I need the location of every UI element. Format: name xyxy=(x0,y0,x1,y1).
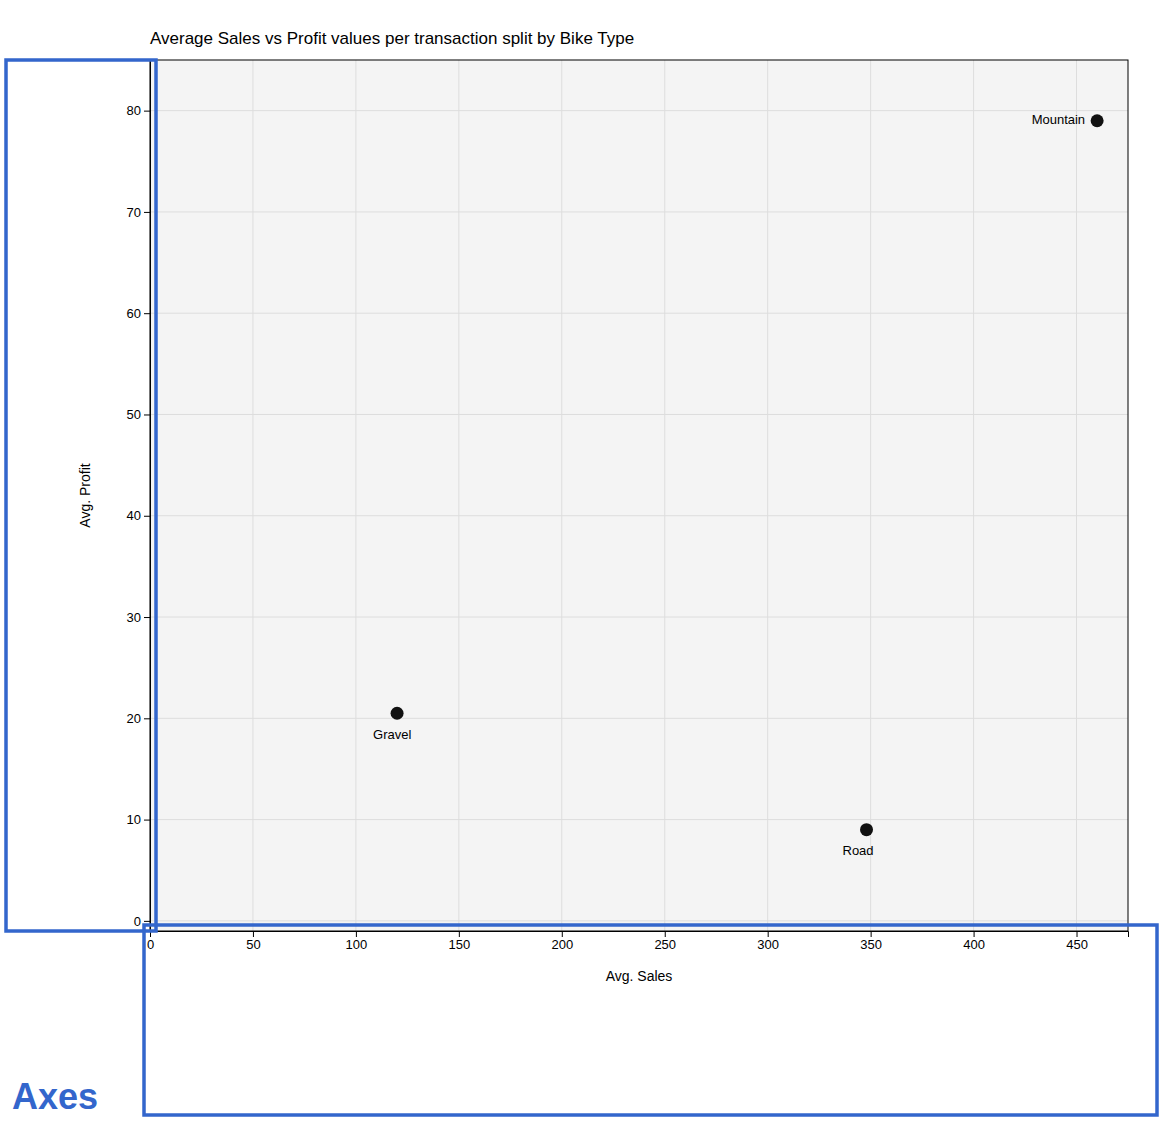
grid-line-y xyxy=(150,110,1128,111)
tick: 10 xyxy=(127,812,150,827)
tick-label: 0 xyxy=(134,914,141,929)
y-axis-label: Avg. Profit xyxy=(77,463,93,527)
tick-mark xyxy=(144,820,150,821)
grid-line-x xyxy=(664,60,665,931)
points xyxy=(391,114,1104,836)
grid-line-y xyxy=(150,920,1128,921)
point xyxy=(1091,114,1104,127)
tick: 70 xyxy=(127,205,150,220)
grid-line-y xyxy=(150,313,1128,314)
tick-label: 450 xyxy=(1066,937,1088,952)
grid-line-y xyxy=(150,515,1128,516)
grid-line-x xyxy=(355,60,356,931)
tick-mark xyxy=(356,931,357,937)
plot: 0 50 100 150 200 250 300 350 400 450 0 10 20 30 40 50 60… xyxy=(127,60,1129,952)
tick-mark xyxy=(144,414,150,415)
tick-mark xyxy=(144,921,150,922)
tick-mark xyxy=(459,931,460,937)
tick-label: 250 xyxy=(654,937,676,952)
tick-label: 350 xyxy=(860,937,882,952)
tick: 50 xyxy=(127,407,150,422)
point xyxy=(391,707,404,720)
tick: 250 xyxy=(654,931,676,952)
tick: 400 xyxy=(963,931,985,952)
grid-line-x xyxy=(561,60,562,931)
tick-mark xyxy=(144,111,150,112)
tick-mark xyxy=(665,931,666,937)
grid xyxy=(150,60,1128,931)
tick-label: 80 xyxy=(127,103,141,118)
tick-label: 50 xyxy=(127,407,141,422)
tick-mark xyxy=(253,931,254,937)
tick-label: 0 xyxy=(147,937,154,952)
tick-label: 300 xyxy=(757,937,779,952)
tick-label: 10 xyxy=(127,812,141,827)
tick-mark xyxy=(1077,931,1078,937)
point xyxy=(860,823,873,836)
tick-mark xyxy=(974,931,975,937)
grid-line-x xyxy=(767,60,768,931)
tick: 60 xyxy=(127,306,150,321)
tick-mark xyxy=(562,931,563,937)
tick: 50 xyxy=(246,931,260,952)
tick: 30 xyxy=(127,610,150,625)
tick-label: 70 xyxy=(127,205,141,220)
tick-mark xyxy=(144,212,150,213)
chart: 0 50 100 150 200 250 300 350 400 450 0 10 20 30 40 50 60… xyxy=(0,0,1163,1121)
plot-frame xyxy=(150,60,1128,931)
tick-label: 40 xyxy=(127,508,141,523)
plot-background xyxy=(150,60,1128,931)
tick: 80 xyxy=(127,103,150,118)
tick-label: 50 xyxy=(246,937,260,952)
grid-line-x xyxy=(973,60,974,931)
tick: 350 xyxy=(860,931,882,952)
tick: 200 xyxy=(551,931,573,952)
tick-mark xyxy=(144,617,150,618)
grid-line-y xyxy=(150,414,1128,415)
point-labels: Mountain Gravel Road xyxy=(373,112,1085,858)
tick-label: 30 xyxy=(127,610,141,625)
annotation: Axes xyxy=(12,1076,98,1117)
x-axis-label: Avg. Sales xyxy=(606,968,673,984)
tick-mark xyxy=(144,313,150,314)
tick: 100 xyxy=(346,931,368,952)
tick-label: 200 xyxy=(551,937,573,952)
title: Average Sales vs Profit values per trans… xyxy=(150,29,634,48)
grid-line-x xyxy=(1076,60,1077,931)
grid-line-y xyxy=(150,819,1128,820)
grid-line-y xyxy=(150,718,1128,719)
grid-line-x xyxy=(870,60,871,931)
grid-line-y xyxy=(150,617,1128,618)
annotation-box xyxy=(6,60,156,931)
tick: 0 xyxy=(147,931,154,952)
tick-label: 60 xyxy=(127,306,141,321)
y-axis: 0 10 20 30 40 50 60 70 80 xyxy=(127,61,151,932)
tick-mark xyxy=(144,516,150,517)
annotation-box xyxy=(144,925,1157,1115)
tick: 40 xyxy=(127,508,150,523)
tick-mark xyxy=(144,718,150,719)
tick: 150 xyxy=(448,931,470,952)
tick-label: 100 xyxy=(346,937,368,952)
x-axis: 0 50 100 150 200 250 300 350 400 450 xyxy=(147,931,1129,952)
axis-line xyxy=(151,932,1129,938)
grid-line-y xyxy=(150,211,1128,212)
grid-line-x xyxy=(458,60,459,931)
point-label: Road xyxy=(843,843,874,858)
tick: 450 xyxy=(1066,931,1088,952)
point-label: Gravel xyxy=(373,727,411,742)
tick-mark xyxy=(871,931,872,937)
tick: 20 xyxy=(127,711,150,726)
tick-label: 400 xyxy=(963,937,985,952)
point-label: Mountain xyxy=(1032,112,1085,127)
tick: 300 xyxy=(757,931,779,952)
tick-label: 20 xyxy=(127,711,141,726)
grid-line-x xyxy=(252,60,253,931)
tick-mark xyxy=(768,931,769,937)
tick-label: 150 xyxy=(448,937,470,952)
